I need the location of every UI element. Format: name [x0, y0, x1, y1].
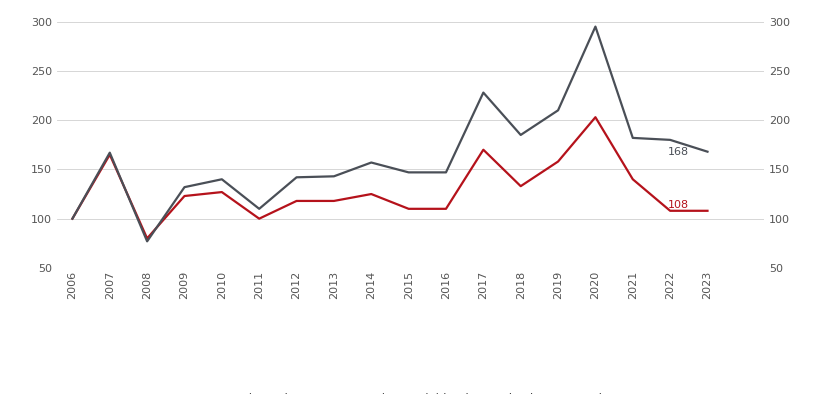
Price + Dividend + Buyback Return Index	[553, 108, 563, 113]
Price Index	[255, 216, 264, 221]
Price + Dividend + Buyback Return Index	[67, 216, 77, 221]
Price Index	[329, 199, 339, 203]
Price + Dividend + Buyback Return Index	[142, 239, 152, 243]
Price Index	[404, 206, 414, 211]
Price Index	[180, 194, 190, 199]
Line: Price + Dividend + Buyback Return Index: Price + Dividend + Buyback Return Index	[72, 27, 708, 241]
Price Index	[67, 216, 77, 221]
Price + Dividend + Buyback Return Index	[180, 185, 190, 190]
Price Index	[366, 191, 376, 196]
Price Index	[441, 206, 451, 211]
Price Index	[217, 190, 227, 195]
Price Index	[291, 199, 301, 203]
Price + Dividend + Buyback Return Index	[665, 138, 675, 142]
Price + Dividend + Buyback Return Index	[628, 136, 638, 140]
Price Index	[628, 177, 638, 182]
Text: 108: 108	[667, 200, 689, 210]
Price + Dividend + Buyback Return Index	[590, 24, 600, 29]
Price + Dividend + Buyback Return Index	[329, 174, 339, 179]
Text: 168: 168	[667, 147, 689, 157]
Price Index	[479, 147, 488, 152]
Price + Dividend + Buyback Return Index	[291, 175, 301, 180]
Price + Dividend + Buyback Return Index	[255, 206, 264, 211]
Price Index	[105, 152, 115, 157]
Price + Dividend + Buyback Return Index	[404, 170, 414, 175]
Legend: Price Index, Price + Dividend + Buyback Return Index: Price Index, Price + Dividend + Buyback …	[201, 388, 620, 394]
Price + Dividend + Buyback Return Index	[516, 132, 525, 138]
Price + Dividend + Buyback Return Index	[703, 149, 713, 154]
Price Index	[665, 208, 675, 213]
Price Index	[142, 236, 152, 241]
Price + Dividend + Buyback Return Index	[441, 170, 451, 175]
Price Index	[703, 208, 713, 213]
Line: Price Index: Price Index	[72, 117, 708, 238]
Price Index	[516, 184, 525, 188]
Price + Dividend + Buyback Return Index	[105, 150, 115, 155]
Price + Dividend + Buyback Return Index	[217, 177, 227, 182]
Price + Dividend + Buyback Return Index	[479, 90, 488, 95]
Price Index	[590, 115, 600, 120]
Price + Dividend + Buyback Return Index	[366, 160, 376, 165]
Price Index	[553, 159, 563, 164]
